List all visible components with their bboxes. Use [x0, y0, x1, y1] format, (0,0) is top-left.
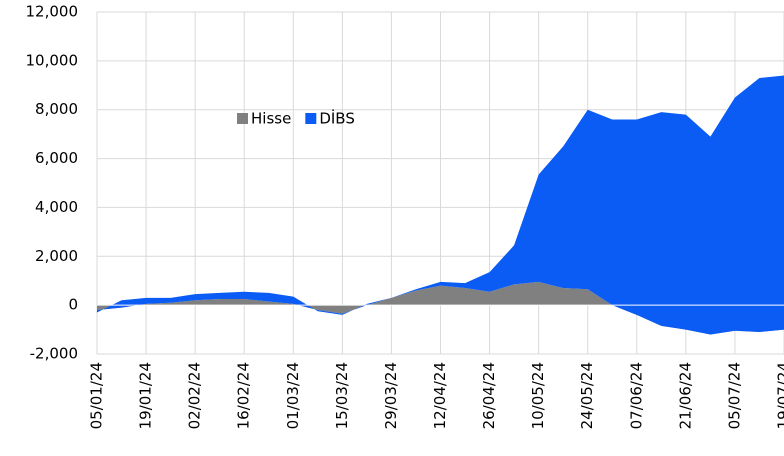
y-tick-label: 4,000 [35, 198, 78, 216]
x-tick-label: 07/06/24 [627, 362, 645, 429]
y-tick-label: 10,000 [26, 51, 79, 69]
x-tick-label: 26/04/24 [480, 362, 498, 429]
y-tick-label: 0 [68, 296, 78, 314]
x-tick-label: 02/02/24 [186, 362, 204, 429]
y-tick-label: 8,000 [35, 100, 78, 118]
x-tick-label: 10/05/24 [529, 362, 547, 429]
x-tick-label: 15/03/24 [333, 362, 351, 429]
area [97, 75, 784, 335]
y-tick-label: 12,000 [26, 3, 79, 21]
x-tick-label: 01/03/24 [284, 362, 302, 429]
y-tick-label: 6,000 [35, 149, 78, 167]
x-tick-label: 21/06/24 [676, 362, 694, 429]
x-tick-label: 24/05/24 [578, 362, 596, 429]
legend-swatch [305, 113, 317, 124]
x-tick-label: 29/03/24 [382, 362, 400, 429]
x-tick-label: 19/01/24 [137, 362, 155, 429]
x-tick-label: 05/01/24 [88, 362, 106, 429]
y-tick-label: -2,000 [30, 345, 78, 363]
x-tick-label: 12/04/24 [431, 362, 449, 429]
x-tick-label: 16/02/24 [235, 362, 253, 429]
legend-label: Hisse [251, 110, 291, 128]
x-tick-label: 05/07/24 [725, 362, 743, 429]
legend-label: DİBS [319, 109, 355, 128]
y-tick-label: 2,000 [35, 247, 78, 265]
legend-swatch [237, 113, 248, 124]
x-tick-label: 19/07/24 [775, 362, 784, 429]
